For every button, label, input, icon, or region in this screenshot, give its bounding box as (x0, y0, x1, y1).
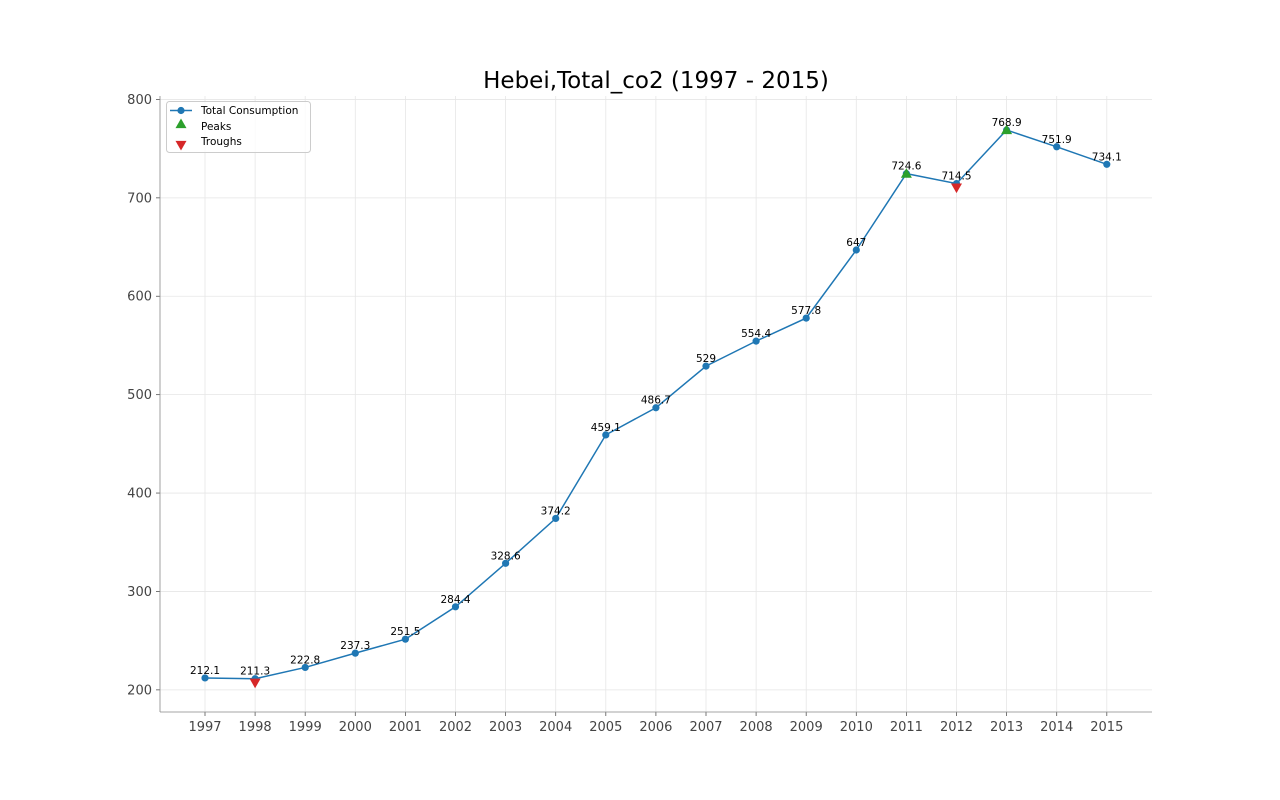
x-tick-label: 2013 (990, 720, 1023, 735)
x-tick-label: 2009 (790, 720, 823, 735)
legend-marker-peaks (175, 118, 187, 129)
x-tick-label: 2014 (1040, 720, 1073, 735)
y-tick-label: 400 (127, 487, 152, 502)
data-label: 554.4 (741, 328, 771, 340)
data-label: 211.3 (240, 666, 270, 678)
data-point (702, 362, 710, 370)
x-tick-label: 1999 (289, 720, 322, 735)
data-label: 374.2 (541, 505, 571, 517)
trough-marker (951, 183, 962, 194)
data-point (301, 663, 309, 672)
peak-marker (900, 168, 912, 178)
data-label: 751.9 (1042, 134, 1072, 146)
data-label: 328.6 (491, 550, 521, 562)
data-point (351, 649, 359, 657)
y-tick-label: 600 (127, 290, 152, 305)
legend-box (166, 101, 311, 153)
peak-marker (1001, 124, 1013, 135)
data-label: 251.5 (390, 626, 420, 638)
x-tick-label: 1997 (188, 720, 221, 735)
data-label: 459.1 (591, 422, 621, 434)
data-point (852, 246, 860, 254)
x-tick-label: 2004 (539, 720, 572, 735)
data-label: 212.1 (190, 665, 220, 677)
x-tick-label: 2000 (339, 720, 372, 735)
data-label: 768.9 (992, 117, 1022, 129)
x-tick-label: 1998 (239, 720, 272, 735)
x-tick-label: 2008 (740, 720, 773, 735)
data-label: 724.6 (891, 161, 921, 173)
data-label: 237.3 (340, 640, 370, 652)
x-tick-label: 2015 (1090, 720, 1123, 735)
grid (160, 96, 1152, 712)
data-label: 577.8 (791, 305, 821, 317)
data-point (752, 337, 760, 345)
data-labels: 212.1 211.3 222.8 237.3 251.5 284.4 328.6 374.2… (190, 117, 1122, 678)
y-tick-label: 800 (127, 93, 152, 108)
x-tick-label: 2006 (639, 720, 672, 735)
x-tick-label: 2011 (890, 720, 923, 735)
data-point (201, 674, 209, 682)
x-tick-label: 2003 (489, 720, 522, 735)
data-point (401, 635, 409, 643)
y-tick-label: 700 (127, 191, 152, 206)
legend-label: Total Consumption (200, 105, 298, 117)
data-label: 284.4 (440, 594, 470, 606)
data-point (502, 559, 510, 567)
data-label: 529 (696, 353, 716, 365)
data-label: 714.5 (941, 171, 971, 183)
data-point (1053, 143, 1061, 151)
legend-label: Peaks (201, 121, 231, 133)
series-total-consumption (201, 124, 1111, 689)
data-label: 222.8 (290, 654, 320, 666)
data-point (552, 514, 560, 523)
axes: 200 300 400 500 600 700 800 1997 1998 1999 2000 200… (127, 93, 1152, 735)
data-point (451, 603, 460, 611)
data-label: 647 (846, 237, 866, 249)
x-tick-label: 2002 (439, 720, 472, 735)
data-label: 734.1 (1092, 151, 1122, 163)
data-point (802, 314, 810, 322)
x-tick-label: 2010 (840, 720, 873, 735)
legend: Total Consumption Peaks Troughs (166, 101, 311, 153)
y-tick-label: 500 (127, 388, 152, 403)
legend-label: Troughs (200, 136, 242, 148)
legend-marker-troughs (175, 140, 187, 151)
trough-marker (249, 678, 261, 689)
data-label: 486.7 (641, 395, 671, 407)
data-point (602, 431, 610, 439)
legend-marker-total-consumption (177, 106, 185, 115)
data-point (652, 404, 660, 412)
x-tick-label: 2012 (940, 720, 973, 735)
x-tick-label: 2005 (589, 720, 622, 735)
data-point (1103, 160, 1111, 168)
x-tick-label: 2007 (689, 720, 722, 735)
y-tick-label: 300 (127, 585, 152, 600)
y-tick-label: 200 (127, 683, 152, 698)
x-tick-label: 2001 (389, 720, 422, 735)
chart-title: Hebei,Total_co2 (1997 - 2015) (483, 68, 829, 94)
